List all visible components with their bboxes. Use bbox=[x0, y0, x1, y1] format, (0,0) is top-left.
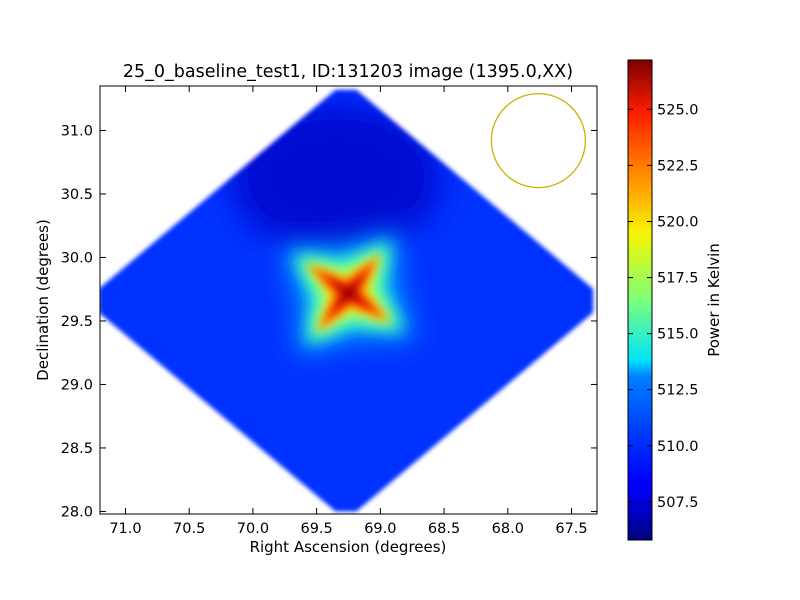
colorbar-tick-label: 517.5 bbox=[657, 271, 699, 287]
x-tick-label: 69.0 bbox=[364, 521, 396, 537]
colorbar-tick-label: 525.0 bbox=[657, 102, 699, 118]
colorbar-tick-label: 507.5 bbox=[657, 495, 699, 511]
colorbar-tick-label: 515.0 bbox=[657, 327, 699, 343]
plot-area: 71.0 70.5 70.0 69.5 69.0 68.5 68.0 67.5 28.028.… bbox=[61, 85, 598, 537]
colorbar-gradient bbox=[628, 60, 652, 540]
hotspot bbox=[281, 230, 416, 356]
y-tick-label: 29.0 bbox=[61, 377, 93, 393]
y-tick-label: 28.0 bbox=[61, 504, 93, 520]
cold-region bbox=[232, 104, 440, 253]
plot-frame bbox=[99, 85, 598, 515]
colorbar-tick-label: 512.5 bbox=[657, 383, 699, 399]
x-tick-label: 70.0 bbox=[237, 521, 269, 537]
heatmap-image bbox=[100, 89, 594, 512]
x-tick-label: 70.5 bbox=[173, 521, 205, 537]
y-tick-label: 29.5 bbox=[61, 314, 93, 330]
y-axis: 28.0 28.5 29.0 29.5 30.0 30.5 31.0 bbox=[61, 123, 597, 520]
y-axis-label: Declination (degrees) bbox=[34, 219, 52, 381]
colorbar: 507.5 510.0 512.5 515.0 517.5 520.0 522.5 525.0… bbox=[627, 59, 723, 541]
x-axis: 71.0 70.5 70.0 69.5 69.0 68.5 68.0 67.5 bbox=[109, 86, 588, 537]
y-tick-label: 30.5 bbox=[61, 187, 93, 203]
colorbar-ticks: 507.5 510.0 512.5 515.0 517.5 520.0 522.5 525.0 bbox=[628, 102, 699, 511]
hotspot-contour bbox=[333, 278, 364, 308]
colorbar-label: Power in Kelvin bbox=[705, 243, 723, 357]
y-tick-label: 28.5 bbox=[61, 441, 93, 457]
beam-circle bbox=[490, 92, 587, 189]
colorbar-tick-label: 522.5 bbox=[657, 158, 699, 174]
colorbar-frame bbox=[627, 59, 653, 541]
x-tick-label: 67.5 bbox=[555, 521, 587, 537]
x-tick-label: 69.5 bbox=[300, 521, 332, 537]
x-tick-label: 71.0 bbox=[109, 521, 141, 537]
x-tick-label: 68.5 bbox=[428, 521, 460, 537]
chart-title: 25_0_baseline_test1, ID:131203 image (13… bbox=[123, 62, 573, 82]
y-tick-label: 30.0 bbox=[61, 250, 93, 266]
x-tick-label: 68.0 bbox=[492, 521, 524, 537]
y-tick-label: 31.0 bbox=[61, 123, 93, 139]
colorbar-tick-label: 510.0 bbox=[657, 439, 699, 455]
colorbar-tick-label: 520.0 bbox=[657, 214, 699, 230]
x-axis-label: Right Ascension (degrees) bbox=[250, 538, 447, 556]
